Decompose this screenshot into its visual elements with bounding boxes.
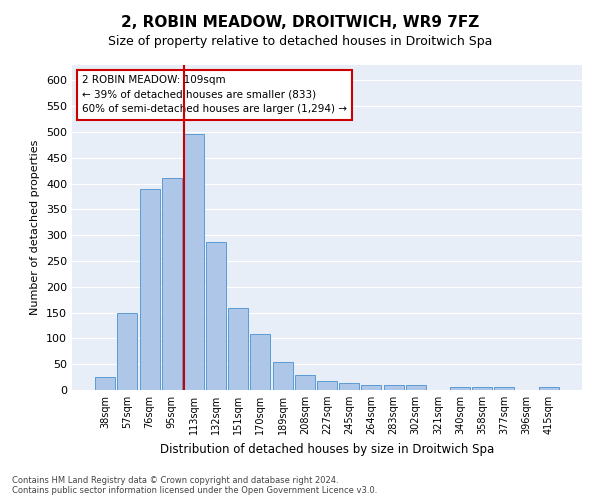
Text: Size of property relative to detached houses in Droitwich Spa: Size of property relative to detached ho… [108,35,492,48]
Bar [406,385,426,390]
X-axis label: Distribution of detached houses by size in Droitwich Spa: Distribution of detached houses by size … [160,442,494,456]
Bar [450,387,470,390]
Bar [494,387,514,390]
Text: Contains HM Land Registry data © Crown copyright and database right 2024.
Contai: Contains HM Land Registry data © Crown c… [12,476,377,495]
Bar [228,308,248,390]
Bar [317,380,337,390]
Bar [250,334,271,390]
Bar [339,384,359,390]
Text: 2, ROBIN MEADOW, DROITWICH, WR9 7FZ: 2, ROBIN MEADOW, DROITWICH, WR9 7FZ [121,15,479,30]
Bar [206,242,226,390]
Bar [140,189,160,390]
Bar [184,134,204,390]
Y-axis label: Number of detached properties: Number of detached properties [31,140,40,315]
Bar [472,387,492,390]
Bar [295,374,315,390]
Bar [272,362,293,390]
Bar [539,387,559,390]
Bar [361,385,382,390]
Bar [95,377,115,390]
Text: 2 ROBIN MEADOW: 109sqm
← 39% of detached houses are smaller (833)
60% of semi-de: 2 ROBIN MEADOW: 109sqm ← 39% of detached… [82,74,347,114]
Bar [383,385,404,390]
Bar [118,312,137,390]
Bar [162,178,182,390]
